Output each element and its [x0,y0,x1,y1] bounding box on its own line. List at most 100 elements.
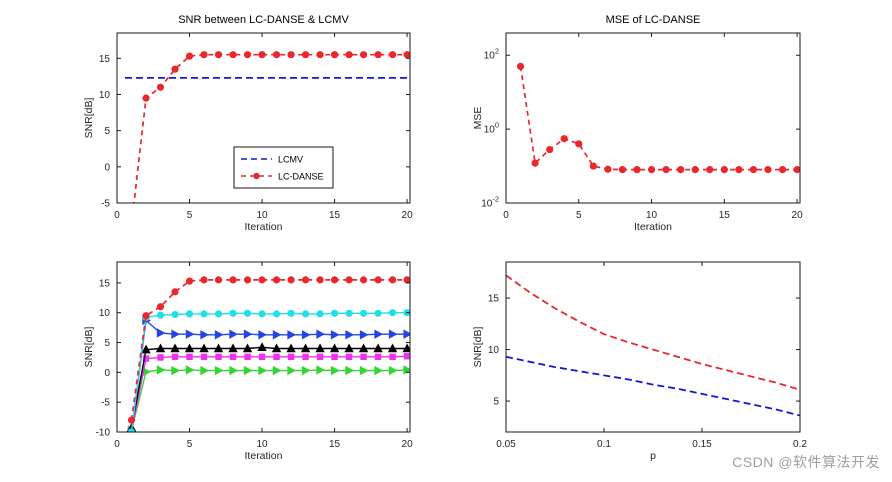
marker-circle [388,309,397,317]
marker-circle [516,62,525,70]
marker-square [360,353,367,361]
marker-triangle-right [272,330,282,340]
x-tick-label: 10 [646,210,658,221]
marker-circle [647,166,656,174]
marker-circle [127,416,136,424]
marker-square [345,353,353,361]
marker-circle [200,276,208,284]
marker-circle [156,83,165,91]
marker-circle [229,51,237,59]
marker-circle [403,51,410,59]
marker-triangle-right [272,365,282,376]
y-tick-label: 10 [488,345,500,356]
marker-triangle-right [345,365,355,376]
x-tick-label: 20 [792,210,804,221]
marker-circle [142,94,150,102]
marker-triangle-up [155,343,166,353]
x-tick-label: 0.05 [496,439,516,450]
marker-circle [345,276,353,284]
marker-circle [156,303,165,311]
series-layer [126,276,410,432]
marker-circle [243,51,252,59]
marker-triangle-right [258,365,268,376]
marker-triangle-right [258,330,268,340]
legend-entry-label: LCMV [278,155,303,165]
series-markers-node-cyan [127,309,410,432]
marker-circle [575,140,583,148]
x-tick-label: 0.1 [597,439,611,450]
marker-circle [531,159,539,167]
x-tick-label: 20 [402,439,414,450]
marker-triangle-up [170,343,180,353]
marker-circle [316,310,324,318]
marker-triangle-right [214,330,224,340]
marker-circle [301,276,310,284]
y-tick-label: 10-2 [481,195,499,210]
marker-triangle-right [316,365,326,375]
marker-square [316,353,324,361]
marker-circle [330,276,339,284]
marker-circle [359,309,368,317]
marker-circle [749,166,758,174]
marker-circle [142,312,150,320]
marker-triangle-up [300,343,311,353]
marker-circle [546,145,554,154]
y-axis-label: MSE [472,107,484,130]
marker-triangle-up [373,343,383,353]
marker-circle [229,309,237,317]
marker-circle [253,172,260,180]
marker-circle [618,166,627,174]
marker-triangle-up [257,342,267,351]
y-tick-label: 5 [493,397,499,408]
marker-triangle-right [330,330,340,340]
marker-circle [258,310,266,318]
marker-square [403,353,410,360]
axes-box [505,261,801,433]
x-tick-label: 5 [187,439,193,450]
y-tick-label: 15 [99,54,111,65]
marker-triangle-right [374,365,384,376]
series-markers-node-green [127,365,410,432]
chart-snr-vs-p: 0.05 0.1 0.15 0.2 5 10 15 p SNR[dB] [472,261,807,462]
marker-circle [214,310,223,318]
marker-square [273,353,280,361]
y-tick-label: 15 [488,294,500,305]
axes-ticks: 0.05 0.1 0.15 0.2 5 10 15 [488,262,807,450]
marker-triangle-right [330,365,340,376]
marker-triangle-right [200,330,210,340]
x-axis-label: Iteration [245,450,283,462]
y-axis-label: SNR[dB] [472,327,484,368]
marker-circle [793,166,800,174]
x-tick-label: 5 [187,210,193,221]
y-tick-label: 10 [99,308,111,319]
marker-triangle-right [403,329,410,339]
series-markers-LC-DANSE [142,51,410,102]
marker-triangle-up [242,343,253,353]
marker-triangle-up [199,343,209,353]
plot-area [506,262,800,432]
marker-triangle-right [287,365,297,376]
y-tick-label: -5 [101,199,110,210]
marker-circle [243,309,252,317]
series-line-red-dashed [506,274,800,391]
series-markers-lc-danse [127,276,410,424]
x-tick-label: 0.15 [692,439,712,450]
marker-square [287,353,295,361]
y-tick-label: 10 [99,90,111,101]
y-tick-label: 102 [484,47,499,62]
marker-circle [200,51,208,59]
marker-triangle-right [359,330,369,340]
marker-circle [677,166,685,174]
marker-circle [662,166,670,174]
y-axis-label: SNR[dB] [83,327,95,368]
marker-triangle-right [388,365,398,376]
marker-circle [403,276,410,284]
marker-circle [258,51,266,59]
marker-circle [345,51,353,59]
marker-square [157,354,164,361]
marker-triangle-up [315,343,325,353]
x-tick-label: 20 [402,210,414,221]
marker-triangle-right [243,365,253,376]
